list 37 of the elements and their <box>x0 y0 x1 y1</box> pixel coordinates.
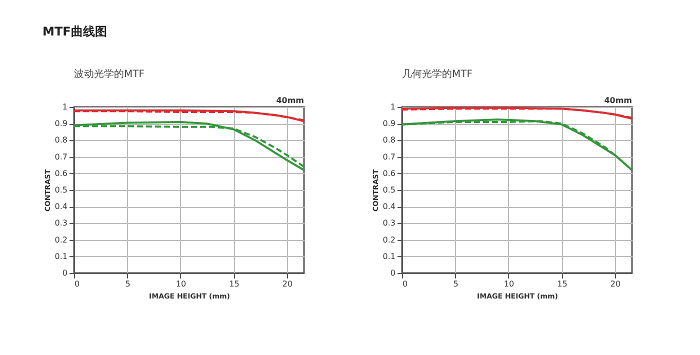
x-tick-label: 15 <box>557 280 568 288</box>
y-tick-label: 0.9 <box>54 119 68 128</box>
x-tick-label: 10 <box>176 280 186 288</box>
x-tick-label: 20 <box>282 280 293 288</box>
y-tick-label: 1 <box>390 102 396 112</box>
chart-subtitle: 40mm <box>276 96 304 105</box>
y-tick-label: 0.2 <box>54 235 68 244</box>
chart-title: 波动光学的MTF <box>74 68 145 80</box>
y-tick-label: 0.7 <box>54 152 68 162</box>
y-tick-label: 0.7 <box>382 152 396 162</box>
x-tick-label: 5 <box>453 280 458 288</box>
y-tick-label: 0 <box>62 268 68 278</box>
x-tick-label: 0 <box>402 280 408 288</box>
y-tick-label: 0.5 <box>54 186 68 194</box>
y-tick-label: 1 <box>62 102 68 112</box>
text: MTF曲线图 <box>42 24 107 38</box>
y-tick-label: 0.5 <box>382 186 396 194</box>
y-tick-label: 0 <box>390 268 396 278</box>
y-tick-label: 0.2 <box>382 235 396 244</box>
x-tick-label: 10 <box>504 280 514 288</box>
y-tick-label: 0.4 <box>382 202 396 212</box>
y-tick-label: 0.3 <box>382 218 396 228</box>
y-tick-label: 0.3 <box>54 218 68 228</box>
y-tick-label: 0.6 <box>382 168 396 178</box>
y-tick-label: 0.1 <box>382 252 396 261</box>
y-tick-label: 0.4 <box>54 202 68 212</box>
y-tick-label: 0.6 <box>54 168 68 178</box>
x-tick-label: 5 <box>125 280 130 288</box>
y-tick-label: 0.9 <box>382 119 396 128</box>
chart-title: 几何光学的MTF <box>402 68 473 80</box>
x-tick-label: 0 <box>74 280 80 288</box>
x-tick-label: 20 <box>610 280 621 288</box>
y-tick-label: 0.1 <box>54 252 68 261</box>
x-tick-label: 15 <box>229 280 240 288</box>
y-tick-label: 0.8 <box>54 136 68 145</box>
y-tick-label: 0.8 <box>382 136 396 145</box>
chart-subtitle: 40mm <box>604 96 632 105</box>
